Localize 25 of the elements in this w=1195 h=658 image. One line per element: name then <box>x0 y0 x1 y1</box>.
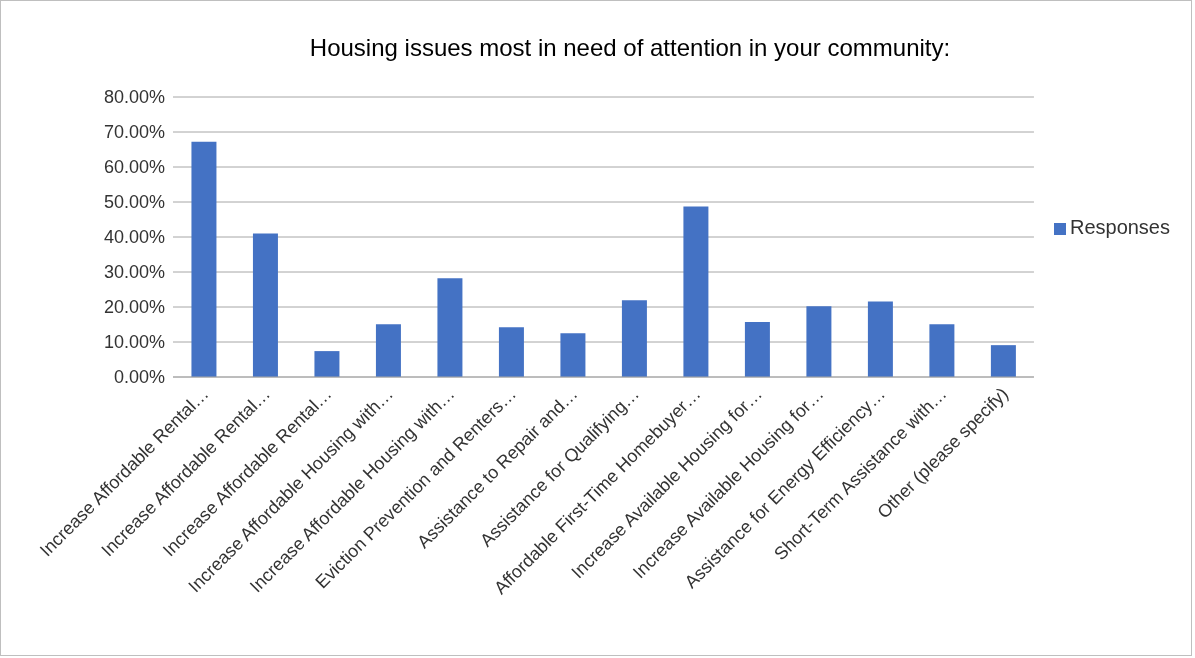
y-tick-label: 20.00% <box>103 297 165 318</box>
bar <box>314 351 340 377</box>
y-tick-label: 0.00% <box>113 367 165 388</box>
bar <box>683 206 709 377</box>
y-tick-label: 40.00% <box>103 227 165 248</box>
bar <box>252 233 278 377</box>
y-tick-label: 80.00% <box>103 87 165 108</box>
bar <box>375 324 401 377</box>
bar <box>437 278 463 377</box>
y-tick-label: 30.00% <box>103 262 165 283</box>
bar <box>744 322 770 377</box>
bar <box>929 324 955 377</box>
bar <box>191 141 217 377</box>
legend-label: Responses <box>1069 216 1170 238</box>
y-tick-label: 60.00% <box>103 157 165 178</box>
bar <box>990 345 1016 377</box>
bar <box>621 300 647 377</box>
bar <box>867 301 893 377</box>
y-tick-label: 70.00% <box>103 122 165 143</box>
y-tick-label: 10.00% <box>103 332 165 353</box>
y-tick-label: 50.00% <box>103 192 165 213</box>
bar <box>806 306 832 377</box>
bar <box>498 327 524 377</box>
chart-title: Housing issues most in need of attention in your community: <box>308 34 952 62</box>
bar <box>560 333 586 377</box>
